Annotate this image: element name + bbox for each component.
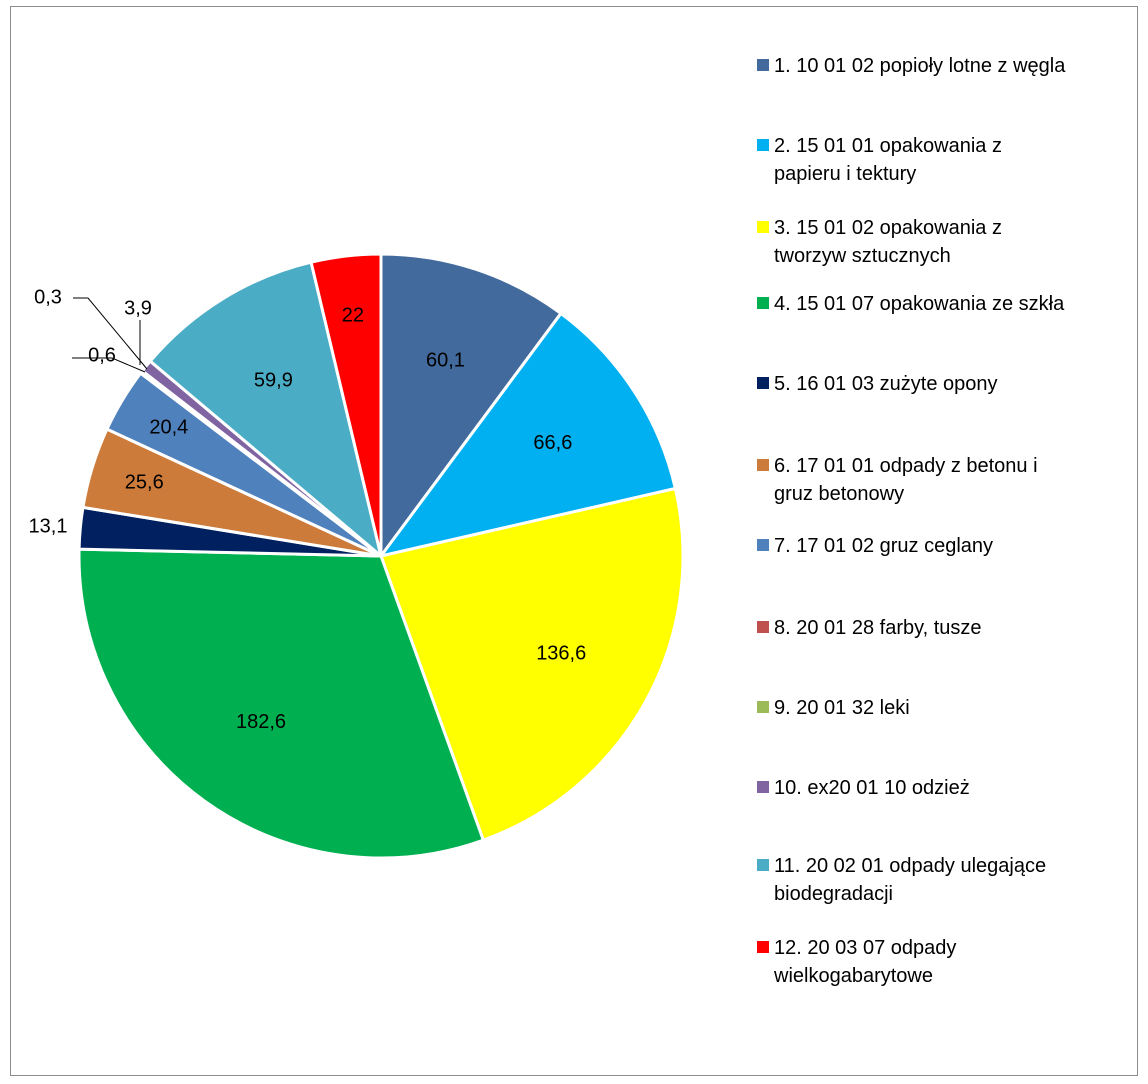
legend-label-9: 9. 20 01 32 leki	[774, 697, 910, 719]
legend-label-3: 3. 15 01 02 opakowania z tworzyw sztuczn…	[774, 217, 1002, 267]
legend-label-1: 1. 10 01 02 popioły lotne z węgla	[774, 55, 1066, 77]
legend-item-6: 6. 17 01 01 odpady z betonu i gruz beton…	[757, 452, 1038, 508]
pie-slice-2	[379, 311, 677, 558]
legend-label-11: 11. 20 02 01 odpady ulegające biodegrada…	[774, 855, 1047, 905]
legend-label-6: 6. 17 01 01 odpady z betonu i gruz beton…	[774, 455, 1038, 505]
pie-slice-12	[309, 252, 383, 558]
legend-item-11: 11. 20 02 01 odpady ulegające biodegrada…	[757, 852, 1046, 908]
legend-swatch-11	[757, 859, 769, 871]
legend-label-7: 7. 17 01 02 gruz ceglany	[774, 535, 994, 557]
legend-item-4: 4. 15 01 07 opakowania ze szkła	[757, 290, 1064, 318]
legend-label-4: 4. 15 01 07 opakowania ze szkła	[774, 293, 1065, 315]
legend-item-5: 5. 16 01 03 zużyte opony	[757, 370, 998, 398]
data-label-3: 136,6	[536, 643, 586, 665]
pie-slice-1	[379, 252, 563, 558]
data-label-11: 59,9	[254, 369, 293, 391]
legend-swatch-8	[757, 621, 769, 633]
pie-slice-3	[379, 487, 685, 842]
legend-label-5: 5. 16 01 03 zużyte opony	[774, 373, 998, 395]
legend-label-8: 8. 20 01 28 farby, tusze	[774, 617, 982, 639]
legend-item-8: 8. 20 01 28 farby, tusze	[757, 614, 982, 642]
legend-swatch-6	[757, 459, 769, 471]
pie-slice-11	[148, 260, 383, 558]
legend-swatch-4	[757, 297, 769, 309]
pie-slice-4	[77, 547, 485, 860]
leader-line-9	[73, 297, 148, 370]
data-label-2: 66,6	[533, 432, 572, 454]
legend-item-1: 1. 10 01 02 popioły lotne z węgla	[757, 52, 1065, 80]
data-label-9: 0,3	[34, 286, 62, 308]
legend-swatch-9	[757, 701, 769, 713]
legend-swatch-5	[757, 377, 769, 389]
legend-item-2: 2. 15 01 01 opakowania z papieru i tektu…	[757, 132, 1002, 188]
data-label-4: 182,6	[236, 711, 286, 733]
data-label-6: 25,6	[125, 472, 164, 494]
legend-swatch-7	[757, 539, 769, 551]
data-label-5: 13,1	[29, 515, 68, 537]
legend-label-2: 2. 15 01 01 opakowania z papieru i tektu…	[774, 135, 1002, 185]
legend-swatch-3	[757, 221, 769, 233]
legend-item-7: 7. 17 01 02 gruz ceglany	[757, 532, 993, 560]
legend-label-12: 12. 20 03 07 odpady wielkogabarytowe	[774, 937, 957, 987]
data-label-7: 20,4	[149, 417, 188, 439]
data-label-1: 60,1	[426, 349, 465, 371]
legend-label-10: 10. ex20 01 10 odzież	[774, 777, 970, 799]
legend-item-12: 12. 20 03 07 odpady wielkogabarytowe	[757, 934, 956, 990]
legend-swatch-12	[757, 941, 769, 953]
legend-item-10: 10. ex20 01 10 odzież	[757, 774, 970, 802]
legend-item-3: 3. 15 01 02 opakowania z tworzyw sztuczn…	[757, 214, 1002, 270]
data-label-10: 3,9	[124, 297, 152, 319]
data-label-8: 0,6	[88, 344, 116, 366]
data-label-12: 22	[342, 304, 364, 326]
leader-line-8	[72, 357, 146, 373]
legend-swatch-2	[757, 139, 769, 151]
legend-item-9: 9. 20 01 32 leki	[757, 694, 910, 722]
legend-swatch-1	[757, 59, 769, 71]
legend-swatch-10	[757, 781, 769, 793]
